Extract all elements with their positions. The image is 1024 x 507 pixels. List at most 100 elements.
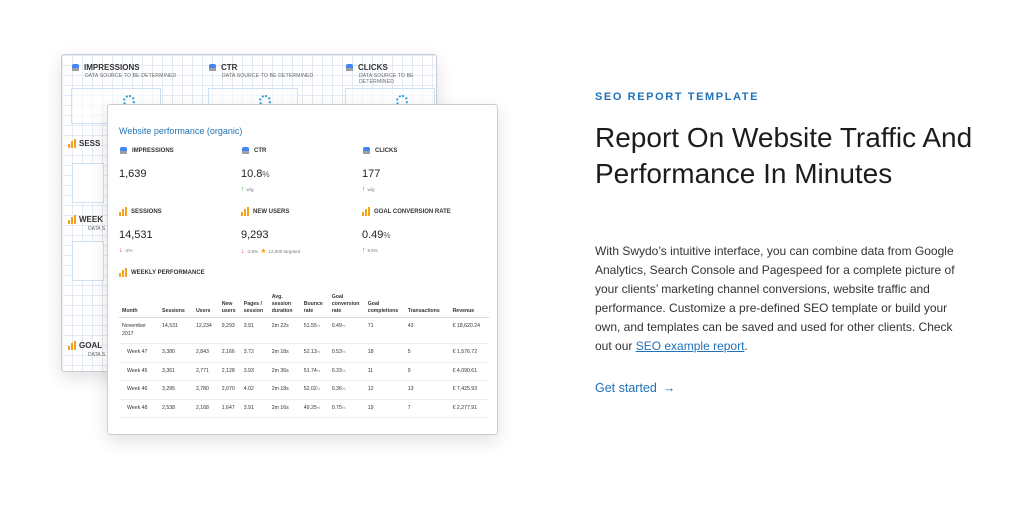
metric-change: w/g: [246, 187, 254, 192]
cell-value: 0.49: [331, 323, 342, 330]
table-cell: 12,234: [192, 317, 219, 345]
metric-label: CTR: [254, 147, 267, 154]
metric-ctr: CTR 10.8% ↑ w/g: [241, 146, 351, 193]
cell-value: 52.02: [303, 386, 317, 393]
percent-unit: %: [316, 323, 321, 329]
analytics-icon: [119, 207, 127, 216]
metric-label: IMPRESSIONS: [132, 147, 174, 154]
metric-value: 1,639: [119, 168, 147, 180]
back-side-label: SESS: [79, 139, 101, 148]
seo-example-report-link[interactable]: SEO example report: [635, 339, 745, 353]
cell-value: 1,647: [221, 404, 235, 411]
table-cell: 19: [364, 399, 405, 419]
cell-value: 2m 16s: [271, 404, 289, 411]
cell-value: 2m 36s: [271, 367, 289, 374]
percent-unit: %: [316, 404, 321, 410]
back-side-weekly: WEEK: [68, 215, 103, 224]
table-cell: € 4,090.61: [449, 362, 489, 382]
cell-value: 3.91: [243, 323, 254, 330]
table-cell: 52.13%: [300, 343, 329, 363]
cell-value: € 1,576.72: [452, 349, 478, 356]
table-cell: 0.33%: [328, 362, 365, 382]
arrow-up-icon: ↑: [241, 186, 245, 193]
table-cell: 12: [364, 380, 405, 400]
cell-value: 0.75: [331, 404, 342, 411]
table-cell: 51.74%: [300, 362, 329, 382]
cell-value: 12,234: [195, 323, 212, 330]
cell-value: 49.25: [303, 404, 317, 411]
table-cell: 2m 18s: [268, 343, 301, 363]
table-cell: 7: [404, 399, 450, 419]
cell-value: 3,361: [162, 367, 175, 374]
table-row: November 2017 14,531 12,234 9,293 3.91 2m 22s…: [119, 317, 489, 345]
column-header: Users: [192, 292, 219, 319]
arrow-down-icon: ↓: [119, 247, 123, 254]
table-cell: 5: [404, 343, 450, 363]
cell-value: 2m 22s: [271, 323, 289, 330]
analytics-icon: [119, 268, 127, 277]
back-metric-label: CLICKS: [358, 63, 388, 72]
table-cell: Week 47: [119, 343, 159, 363]
search-console-icon: [71, 63, 80, 72]
table-cell: 0.53%: [328, 343, 365, 363]
star-icon: ★: [260, 248, 267, 255]
table-cell: 4.02: [240, 380, 269, 400]
table-header-row: Month Sessions Users New users Pages / s…: [119, 292, 489, 319]
metric-new-users: NEW USERS 9,293 ↓ -3.5% ★ 12,500 targeted: [241, 207, 351, 255]
back-metric-ctr: CTR DATA SOURCE TO BE DETERMINED: [208, 63, 313, 79]
cell-value: 3.72: [243, 349, 254, 356]
metric-label: NEW USERS: [253, 208, 290, 215]
table-cell: 9,293: [218, 317, 241, 345]
table-cell: 11: [364, 362, 405, 382]
column-header: New users: [218, 292, 241, 319]
cell-value: 9,293: [221, 323, 235, 330]
column-header: Transactions: [404, 292, 450, 319]
get-started-link[interactable]: Get started →: [595, 381, 675, 395]
analytics-icon: [68, 139, 76, 148]
column-header: Bounce rate: [300, 292, 329, 319]
get-started-label: Get started: [595, 381, 657, 395]
back-metric-source: DATA SOURCE TO BE DETERMINED: [222, 73, 314, 79]
table-cell: 1,647: [218, 399, 241, 419]
cell-value: € 7,425.93: [452, 386, 478, 393]
back-side-sessions: SESS: [68, 139, 100, 148]
table-cell: 3,361: [159, 362, 193, 382]
arrow-right-icon: →: [662, 381, 676, 395]
cell-value: 2m 18s: [271, 349, 289, 356]
table-cell: 2,128: [218, 362, 241, 382]
arrow-up-icon: ↑: [362, 186, 366, 193]
percent-unit: %: [316, 349, 321, 355]
percent-unit: %: [341, 349, 346, 355]
table-cell: 3,295: [159, 380, 193, 400]
analytics-icon: [68, 215, 76, 224]
table-row: Week 45 3,361 2,771 2,128 3.93 2m 36s 51.74% 0.…: [119, 362, 489, 382]
percent-unit: %: [316, 367, 321, 373]
table-cell: November 2017: [119, 317, 159, 345]
cell-value: November 2017: [122, 323, 146, 337]
cell-value: 13: [407, 386, 414, 393]
column-header: Month: [119, 292, 159, 319]
table-cell: 0.49%: [328, 317, 365, 345]
cell-value: 2,843: [195, 349, 209, 356]
table-cell: 2,166: [218, 343, 241, 363]
back-metric-source: DATA SOURCE TO BE DETERMINED: [85, 73, 177, 79]
template-preview-front-card: Website performance (organic) IMPRESSION…: [107, 104, 498, 435]
search-console-icon: [241, 146, 250, 155]
search-console-icon: [362, 146, 371, 155]
percent-unit: %: [316, 386, 321, 392]
table-row: Week 48 2,538 2,168 1,647 3.91 2m 16s 49.25% 0.…: [119, 399, 489, 419]
search-console-icon: [119, 146, 128, 155]
metric-change: -2%: [124, 248, 133, 253]
table-cell: 51.55%: [300, 317, 329, 345]
weekly-performance-heading: WEEKLY PERFORMANCE: [119, 268, 319, 277]
column-header: Goal conversion rate: [328, 292, 365, 319]
back-side-box: [72, 241, 104, 281]
metric-goal-conversion-rate: GOAL CONVERSION RATE 0.49% ↑ 8.5%: [362, 207, 492, 254]
back-side-label: WEEK: [79, 215, 103, 224]
cell-value: € 4,090.61: [452, 367, 478, 374]
table-cell: 43: [404, 317, 450, 345]
cell-value: 0.36: [331, 386, 342, 393]
column-header: Avg. session duration: [268, 292, 301, 319]
table-cell: 13: [404, 380, 450, 400]
percent-unit: %: [341, 323, 346, 329]
